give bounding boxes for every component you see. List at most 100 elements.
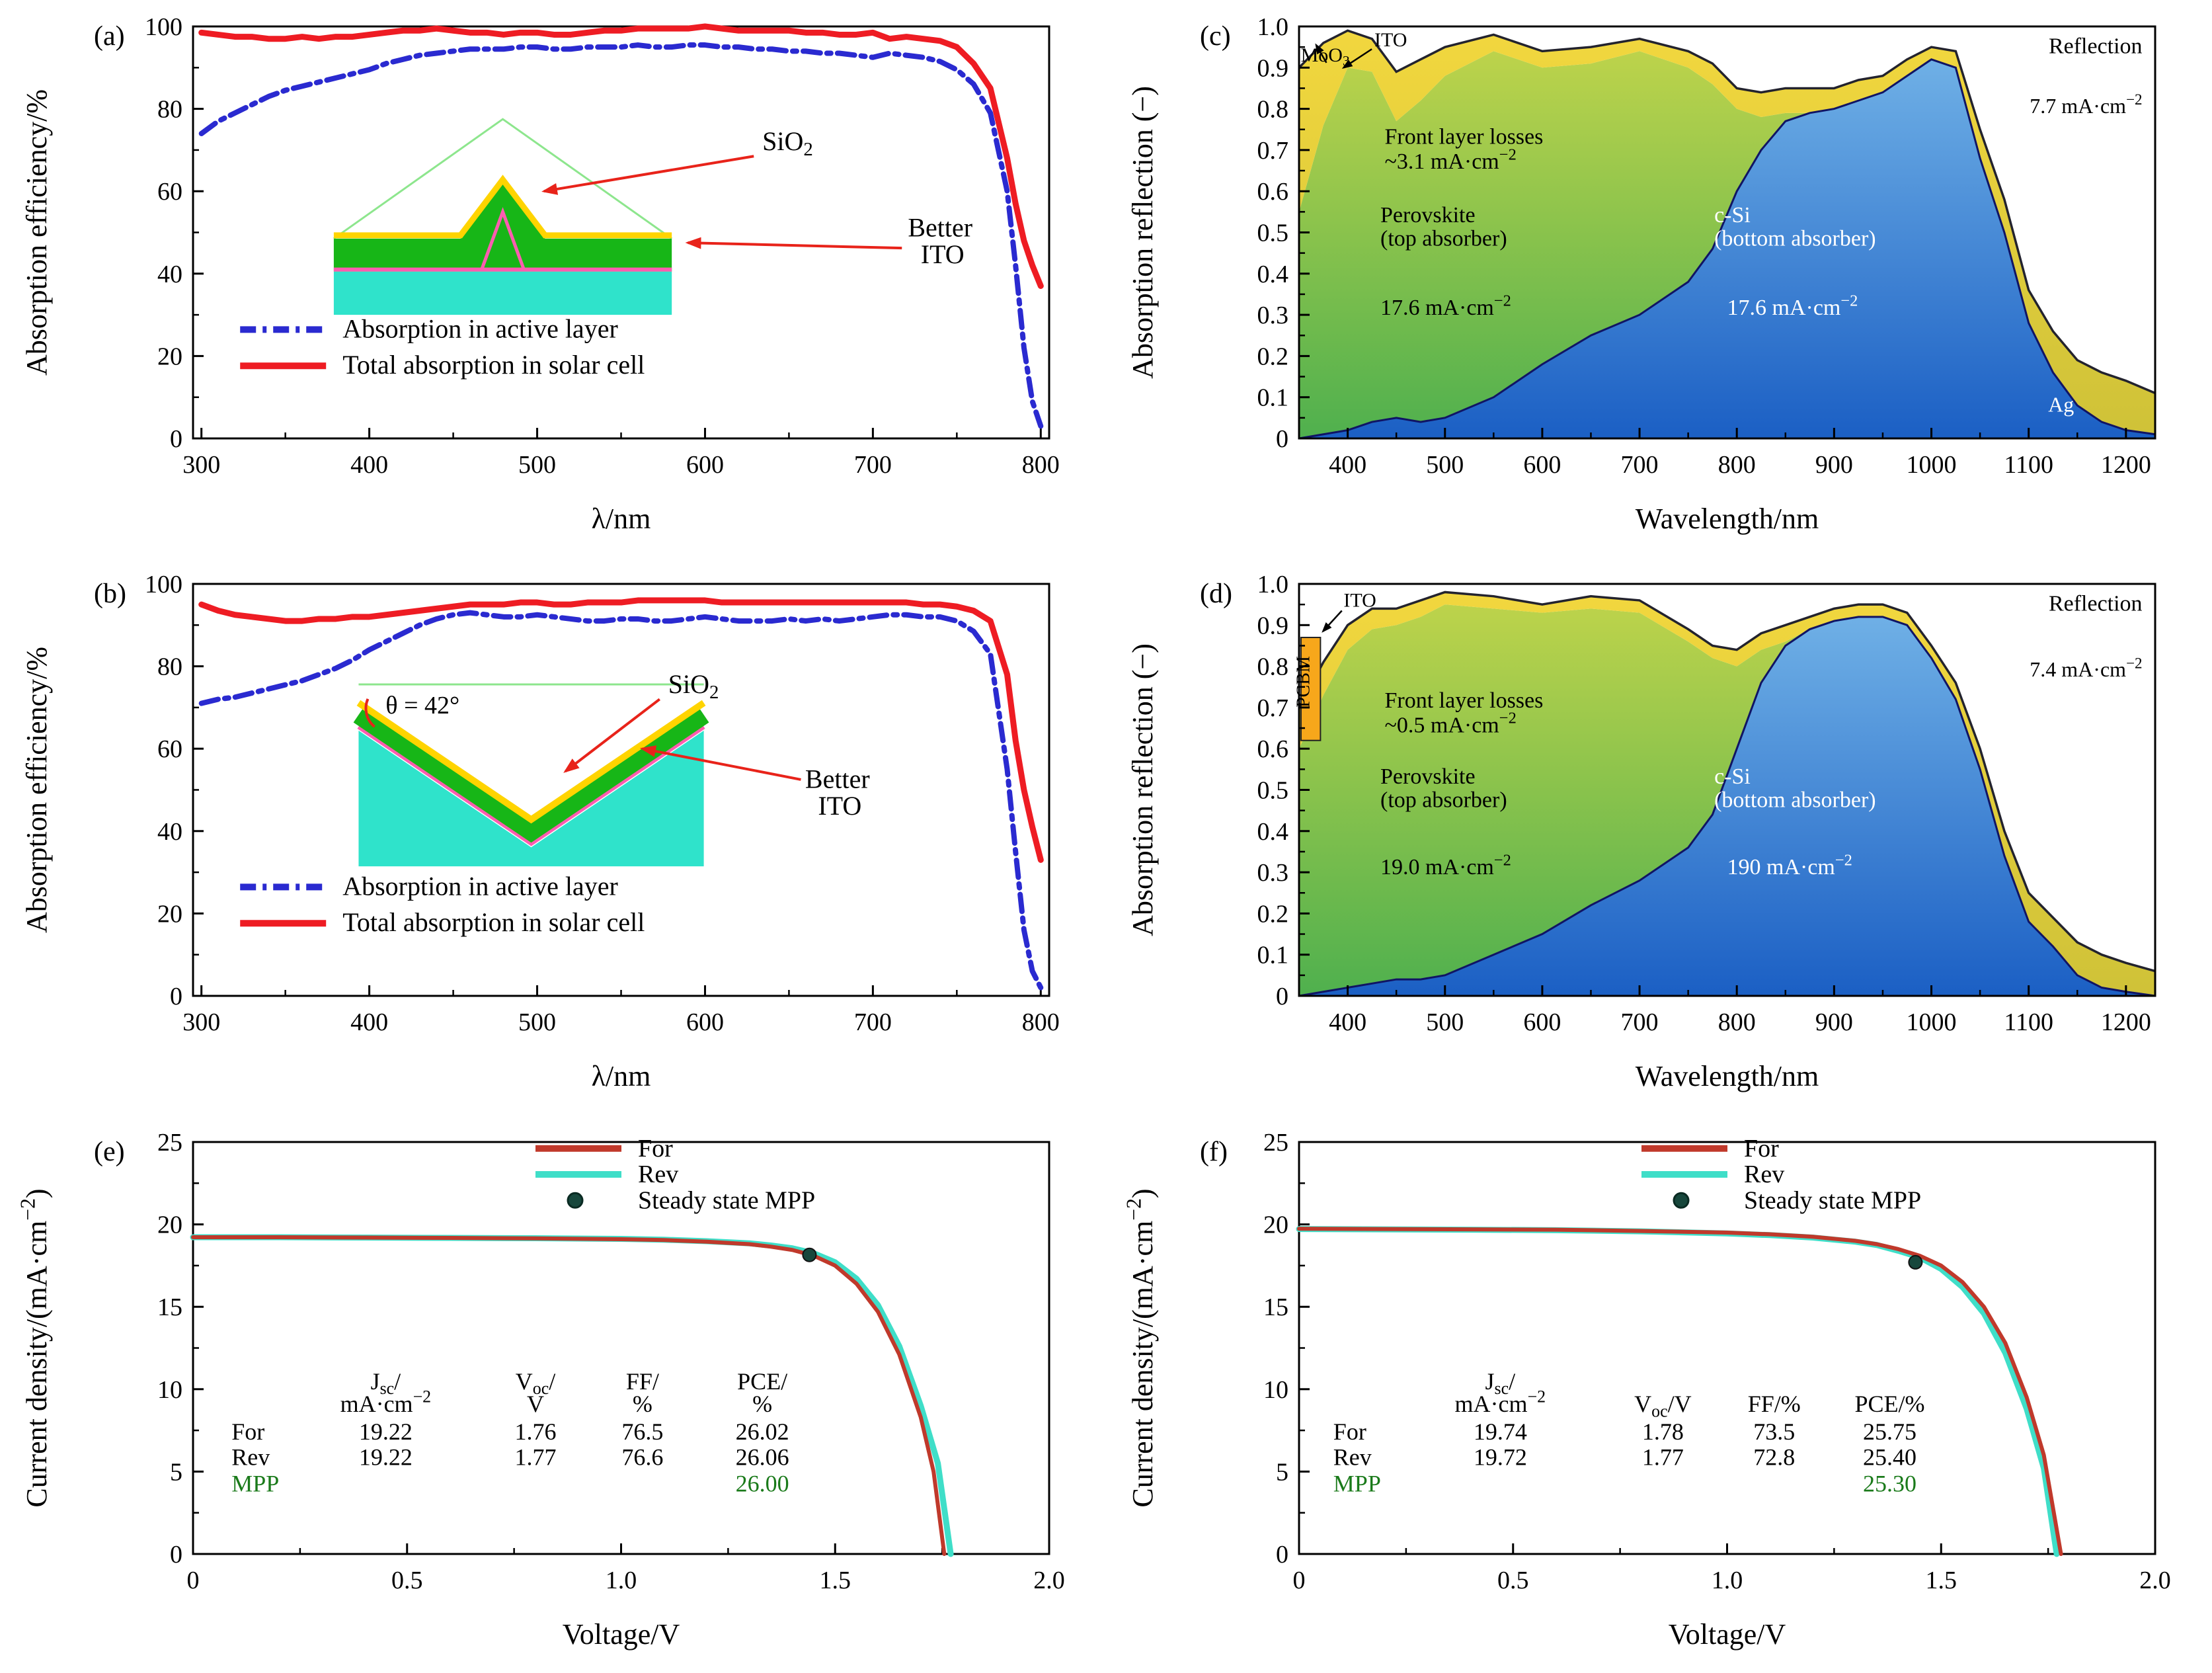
- panel-a: 300 400 500 600 700 800 0 20 40 60 80 100 Absorption…: [0, 0, 1106, 557]
- x-tick-label: 800: [1022, 451, 1060, 479]
- y-tick-label: 40: [157, 818, 182, 846]
- x-tick-label: 600: [686, 451, 724, 479]
- legend-label-steady-state-mpp: Steady state MPP: [638, 1186, 815, 1214]
- panel-c: 400 500 600 700 800 900 1000 1100 1200 0 0.1 0.2 0.3…: [1106, 0, 2212, 557]
- annotation-sio-2: SiO2: [762, 126, 813, 160]
- table-header: %: [752, 1391, 772, 1417]
- annotation-17-6-ma-cm-2: 17.6 mA·cm−2: [1380, 292, 1511, 321]
- legend: Absorption in active layer Total absorpti…: [240, 871, 645, 937]
- y-axis-label: Current density/(mA·cm−2): [16, 1188, 53, 1507]
- table-cell: 26.02: [736, 1418, 789, 1445]
- y-tick-label: 20: [157, 900, 182, 928]
- chart-a: 300 400 500 600 700 800 0 20 40 60 80 100 Absorption…: [20, 13, 1060, 535]
- y-tick-label: 20: [157, 343, 182, 370]
- chart-c: 400 500 600 700 800 900 1000 1100 1200 0 0.1 0.2 0.3…: [1126, 13, 2156, 535]
- annotation-arrow: [1315, 43, 1327, 63]
- table-cell: 19.22: [359, 1418, 413, 1445]
- area-perovskite: [1299, 51, 2155, 438]
- table-row-label: Rev: [1333, 1444, 1372, 1470]
- annotation-bottom-absorber: (bottom absorber): [1714, 788, 1876, 813]
- series-rev: [190, 1234, 954, 1557]
- y-tick-label: 0.3: [1257, 859, 1289, 887]
- x-tick-label: 900: [1815, 451, 1853, 479]
- table-header: Voc/: [516, 1368, 555, 1398]
- legend-label-for: For: [1744, 1135, 1779, 1163]
- table-cell: 1.76: [515, 1418, 557, 1445]
- panel-f: 0 0.5 1.0 1.5 2.0 0 5 10 15 20 25 For Rev Steady stat…: [1106, 1116, 2212, 1673]
- annotation-19-0-ma-cm-2: 19.0 mA·cm−2: [1380, 852, 1511, 880]
- table-header: mA·cm−2: [340, 1387, 432, 1417]
- jv-parameter-table: Jsc/Voc/FF/PCE/mA·cm−2 V% % For 19.22 1.76 76.…: [231, 1368, 789, 1497]
- x-tick-label: 500: [518, 1008, 556, 1036]
- table-row-label: For: [231, 1418, 264, 1445]
- annotation-190-ma-cm-2: 190 mA·cm−2: [1727, 852, 1852, 880]
- x-tick-label: 1.0: [606, 1567, 637, 1594]
- legend-label-total-absorption-in-solar-cell: Total absorption in solar cell: [342, 907, 645, 937]
- x-tick-label: 700: [1621, 451, 1659, 479]
- x-axis-label: Voltage/V: [563, 1618, 680, 1651]
- panel-b: 300 400 500 600 700 800 0 20 40 60 80 100 Absorption…: [0, 557, 1106, 1115]
- table-header: %: [633, 1391, 652, 1417]
- annotation-top-absorber: (top absorber): [1380, 788, 1507, 813]
- y-tick-label: 5: [170, 1458, 182, 1486]
- silicon-base: [358, 730, 704, 867]
- y-tick-label: 25: [1263, 1129, 1288, 1157]
- y-tick-label: 15: [157, 1293, 182, 1321]
- y-tick-label: 80: [157, 96, 182, 124]
- y-tick-label: 60: [157, 178, 182, 206]
- panel-letter: (a): [94, 21, 125, 52]
- legend-label-total-absorption-in-solar-cell: Total absorption in solar cell: [342, 350, 645, 380]
- x-axis-label: Voltage/V: [1669, 1618, 1786, 1651]
- annotation-top-absorber: (top absorber): [1380, 226, 1507, 251]
- table-header: PCE/%: [1855, 1391, 1925, 1417]
- total-absorption-boundary: [1298, 591, 2156, 973]
- y-tick-label: 0: [170, 425, 182, 453]
- mpp-marker: [1908, 1254, 1923, 1270]
- y-axis-label: Absorption efficiency/%: [20, 89, 53, 376]
- table-cell: 25.40: [1863, 1444, 1916, 1470]
- x-axis-label: Wavelength/nm: [1636, 503, 1819, 535]
- y-tick-label: 1.0: [1257, 571, 1289, 598]
- x-tick-label: 700: [854, 451, 892, 479]
- area-front-layer-losses: [1299, 592, 2155, 996]
- panel-b-chart: 300 400 500 600 700 800 0 20 40 60 80 100 Absorption…: [20, 571, 1060, 1092]
- y-tick-label: 100: [145, 571, 182, 598]
- table-header: V: [527, 1391, 544, 1417]
- series-total-absorption-in-solar-cell: [198, 597, 1044, 863]
- y-tick-label: 0.4: [1257, 818, 1289, 846]
- x-tick-label: 600: [686, 1008, 724, 1036]
- y-tick-label: 0.1: [1257, 384, 1289, 412]
- x-tick-label: 1100: [2004, 1008, 2053, 1036]
- x-axis-label: λ/nm: [592, 503, 651, 535]
- x-tick-label: 800: [1718, 1008, 1756, 1036]
- y-axis-label: Absorption efficiency/%: [20, 647, 53, 933]
- table-cell: 1.77: [1642, 1444, 1684, 1470]
- table-cell: 19.72: [1474, 1444, 1527, 1470]
- y-tick-label: 0.7: [1257, 694, 1289, 722]
- table-cell: 26.00: [736, 1470, 789, 1496]
- x-tick-label: 0: [187, 1567, 200, 1594]
- annotation-reflection: Reflection: [2049, 34, 2143, 58]
- annotation-arrow: [1341, 48, 1372, 69]
- table-cell: 1.78: [1642, 1418, 1684, 1445]
- annotation-42: θ = 42°: [385, 692, 459, 719]
- x-tick-label: 1.5: [820, 1567, 851, 1594]
- legend-label-absorption-in-active-layer: Absorption in active layer: [342, 313, 618, 343]
- x-tick-label: 1200: [2101, 451, 2151, 479]
- y-tick-label: 0.2: [1257, 900, 1289, 928]
- y-tick-label: 80: [157, 653, 182, 681]
- panel-letter: (b): [94, 579, 126, 609]
- y-tick-label: 10: [157, 1376, 182, 1404]
- panel-letter: (c): [1200, 21, 1231, 52]
- y-tick-label: 40: [157, 261, 182, 288]
- annotation-better: Better: [805, 764, 870, 794]
- area-perovskite: [1299, 604, 2155, 996]
- y-tick-label: 0: [170, 983, 182, 1010]
- x-tick-label: 1000: [1907, 451, 1957, 479]
- annotation-arrow: [563, 698, 660, 773]
- x-tick-label: 800: [1718, 451, 1756, 479]
- y-tick-label: 20: [1263, 1211, 1288, 1239]
- annotation-sio-2: SiO2: [668, 669, 719, 703]
- legend-label-absorption-in-active-layer: Absorption in active layer: [342, 871, 618, 901]
